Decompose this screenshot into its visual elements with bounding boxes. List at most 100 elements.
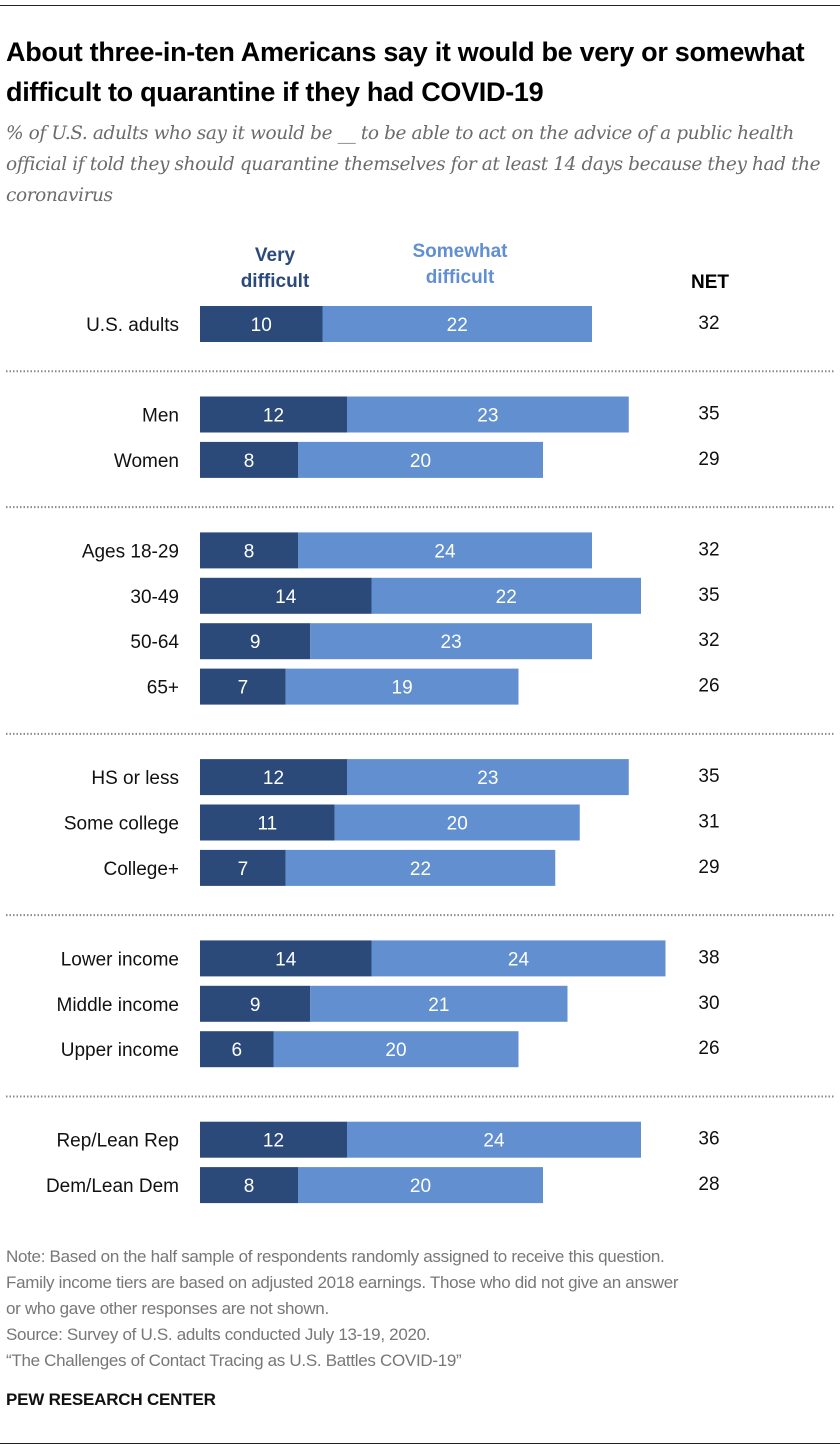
net-value: 29	[698, 857, 719, 878]
bar-value-somewhat-difficult: 22	[410, 859, 431, 880]
note-line-2: Family income tiers are based on adjuste…	[6, 1273, 679, 1292]
source-line: Source: Survey of U.S. adults conducted …	[6, 1325, 431, 1344]
top-rule	[0, 5, 840, 6]
category-label: Some college	[64, 814, 179, 835]
bar-somewhat-difficult	[310, 623, 592, 660]
legend-somewhat-difficult: Somewhat difficult	[380, 239, 540, 291]
bar-value-somewhat-difficult: 23	[477, 406, 498, 427]
bar-value-somewhat-difficult: 19	[392, 678, 413, 699]
bar-very-difficult	[200, 441, 298, 478]
bar-value-very-difficult: 8	[244, 451, 255, 472]
bar-value-very-difficult: 14	[275, 587, 297, 608]
bar-value-somewhat-difficult: 20	[385, 1040, 406, 1061]
net-value: 35	[698, 404, 719, 425]
net-value: 26	[698, 1038, 719, 1059]
bar-somewhat-difficult	[273, 1031, 519, 1068]
bar-somewhat-difficult	[347, 759, 629, 796]
net-value: 35	[698, 766, 719, 787]
bar-value-very-difficult: 12	[263, 406, 284, 427]
legend-very-line1: Very	[254, 245, 296, 266]
category-label: Lower income	[61, 949, 179, 970]
bar-very-difficult	[200, 577, 372, 614]
bar-somewhat-difficult	[298, 532, 592, 569]
chart-notes: Note: Based on the half sample of respon…	[6, 1244, 840, 1374]
bar-value-very-difficult: 12	[263, 768, 284, 789]
net-value: 30	[698, 993, 719, 1014]
category-label: Ages 18-29	[82, 541, 179, 562]
bar-somewhat-difficult	[347, 396, 629, 433]
bar-value-somewhat-difficult: 21	[428, 995, 449, 1016]
bar-very-difficult	[200, 849, 286, 886]
category-label: Upper income	[61, 1040, 179, 1061]
bar-very-difficult	[200, 623, 311, 660]
category-label: Men	[142, 406, 179, 427]
bar-somewhat-difficult	[285, 849, 556, 886]
bar-somewhat-difficult	[371, 940, 666, 977]
bar-somewhat-difficult	[371, 577, 641, 614]
bar-value-very-difficult: 10	[251, 315, 272, 336]
bar-very-difficult	[200, 940, 372, 977]
stacked-bar-chart: U.S. adults 10 22 32 Men 12 23 35 Women 8 20 29 Ages…	[6, 306, 834, 1204]
legend-very-line2: difficult	[240, 271, 310, 292]
bar-very-difficult	[200, 759, 347, 796]
category-label: 65+	[147, 678, 179, 699]
bar-value-somewhat-difficult: 24	[483, 1131, 505, 1152]
bottom-rule	[0, 1443, 840, 1444]
net-value: 35	[698, 585, 719, 606]
bar-value-somewhat-difficult: 23	[441, 632, 462, 653]
bar-somewhat-difficult	[298, 1167, 543, 1204]
bar-somewhat-difficult	[310, 985, 568, 1022]
legend-somewhat-line1: Somewhat	[412, 241, 508, 262]
bar-value-very-difficult: 8	[244, 541, 255, 562]
net-column-header: NET	[691, 272, 729, 293]
net-value: 32	[698, 539, 719, 560]
bar-value-very-difficult: 8	[244, 1176, 255, 1197]
category-label: U.S. adults	[86, 315, 179, 336]
bar-very-difficult	[200, 396, 347, 433]
report-title: “The Challenges of Contact Tracing as U.…	[6, 1351, 462, 1370]
bar-very-difficult	[200, 668, 286, 705]
bar-value-very-difficult: 12	[263, 1131, 284, 1152]
bar-value-somewhat-difficult: 22	[447, 315, 468, 336]
bar-very-difficult	[200, 1031, 274, 1068]
bar-very-difficult	[200, 306, 323, 342]
net-value: 38	[698, 947, 719, 968]
bar-somewhat-difficult	[285, 668, 519, 705]
bar-value-very-difficult: 14	[275, 949, 297, 970]
chart-subtitle: % of U.S. adults who say it would be __ …	[6, 123, 821, 206]
bar-somewhat-difficult	[347, 1121, 641, 1158]
category-label: Rep/Lean Rep	[56, 1131, 179, 1152]
category-label: Middle income	[57, 995, 180, 1016]
bar-value-very-difficult: 11	[258, 814, 278, 835]
bar-value-somewhat-difficult: 24	[434, 541, 456, 562]
category-label: Women	[114, 451, 179, 472]
bar-very-difficult	[200, 804, 335, 841]
bar-very-difficult	[200, 1121, 347, 1158]
bar-very-difficult	[200, 985, 311, 1022]
chart-title: About three-in-ten Americans say it woul…	[6, 37, 805, 107]
note-line-3: or who gave other responses are not show…	[6, 1299, 329, 1318]
bar-value-somewhat-difficult: 24	[508, 949, 530, 970]
bar-very-difficult	[200, 1167, 298, 1204]
category-label: College+	[103, 859, 179, 880]
note-line-1: Note: Based on the half sample of respon…	[6, 1247, 665, 1266]
net-value: 29	[698, 449, 719, 470]
category-label: Dem/Lean Dem	[46, 1176, 179, 1197]
bar-value-somewhat-difficult: 20	[447, 814, 468, 835]
net-value: 32	[698, 630, 719, 651]
net-value: 26	[698, 676, 719, 697]
pew-research-center-logo: PEW RESEARCH CENTER	[6, 1390, 216, 1409]
category-label: HS or less	[91, 768, 179, 789]
category-label: 30-49	[130, 587, 179, 608]
net-value: 36	[698, 1129, 719, 1150]
bar-value-somewhat-difficult: 20	[410, 451, 431, 472]
legend-somewhat-line2: difficult	[425, 267, 495, 288]
net-value: 31	[698, 812, 719, 833]
bar-value-very-difficult: 6	[231, 1040, 242, 1061]
bar-somewhat-difficult	[298, 441, 543, 478]
bar-value-somewhat-difficult: 23	[477, 768, 498, 789]
bar-value-very-difficult: 9	[250, 995, 261, 1016]
bar-value-very-difficult: 7	[238, 859, 249, 880]
bar-value-very-difficult: 7	[238, 678, 249, 699]
bar-value-somewhat-difficult: 22	[496, 587, 517, 608]
